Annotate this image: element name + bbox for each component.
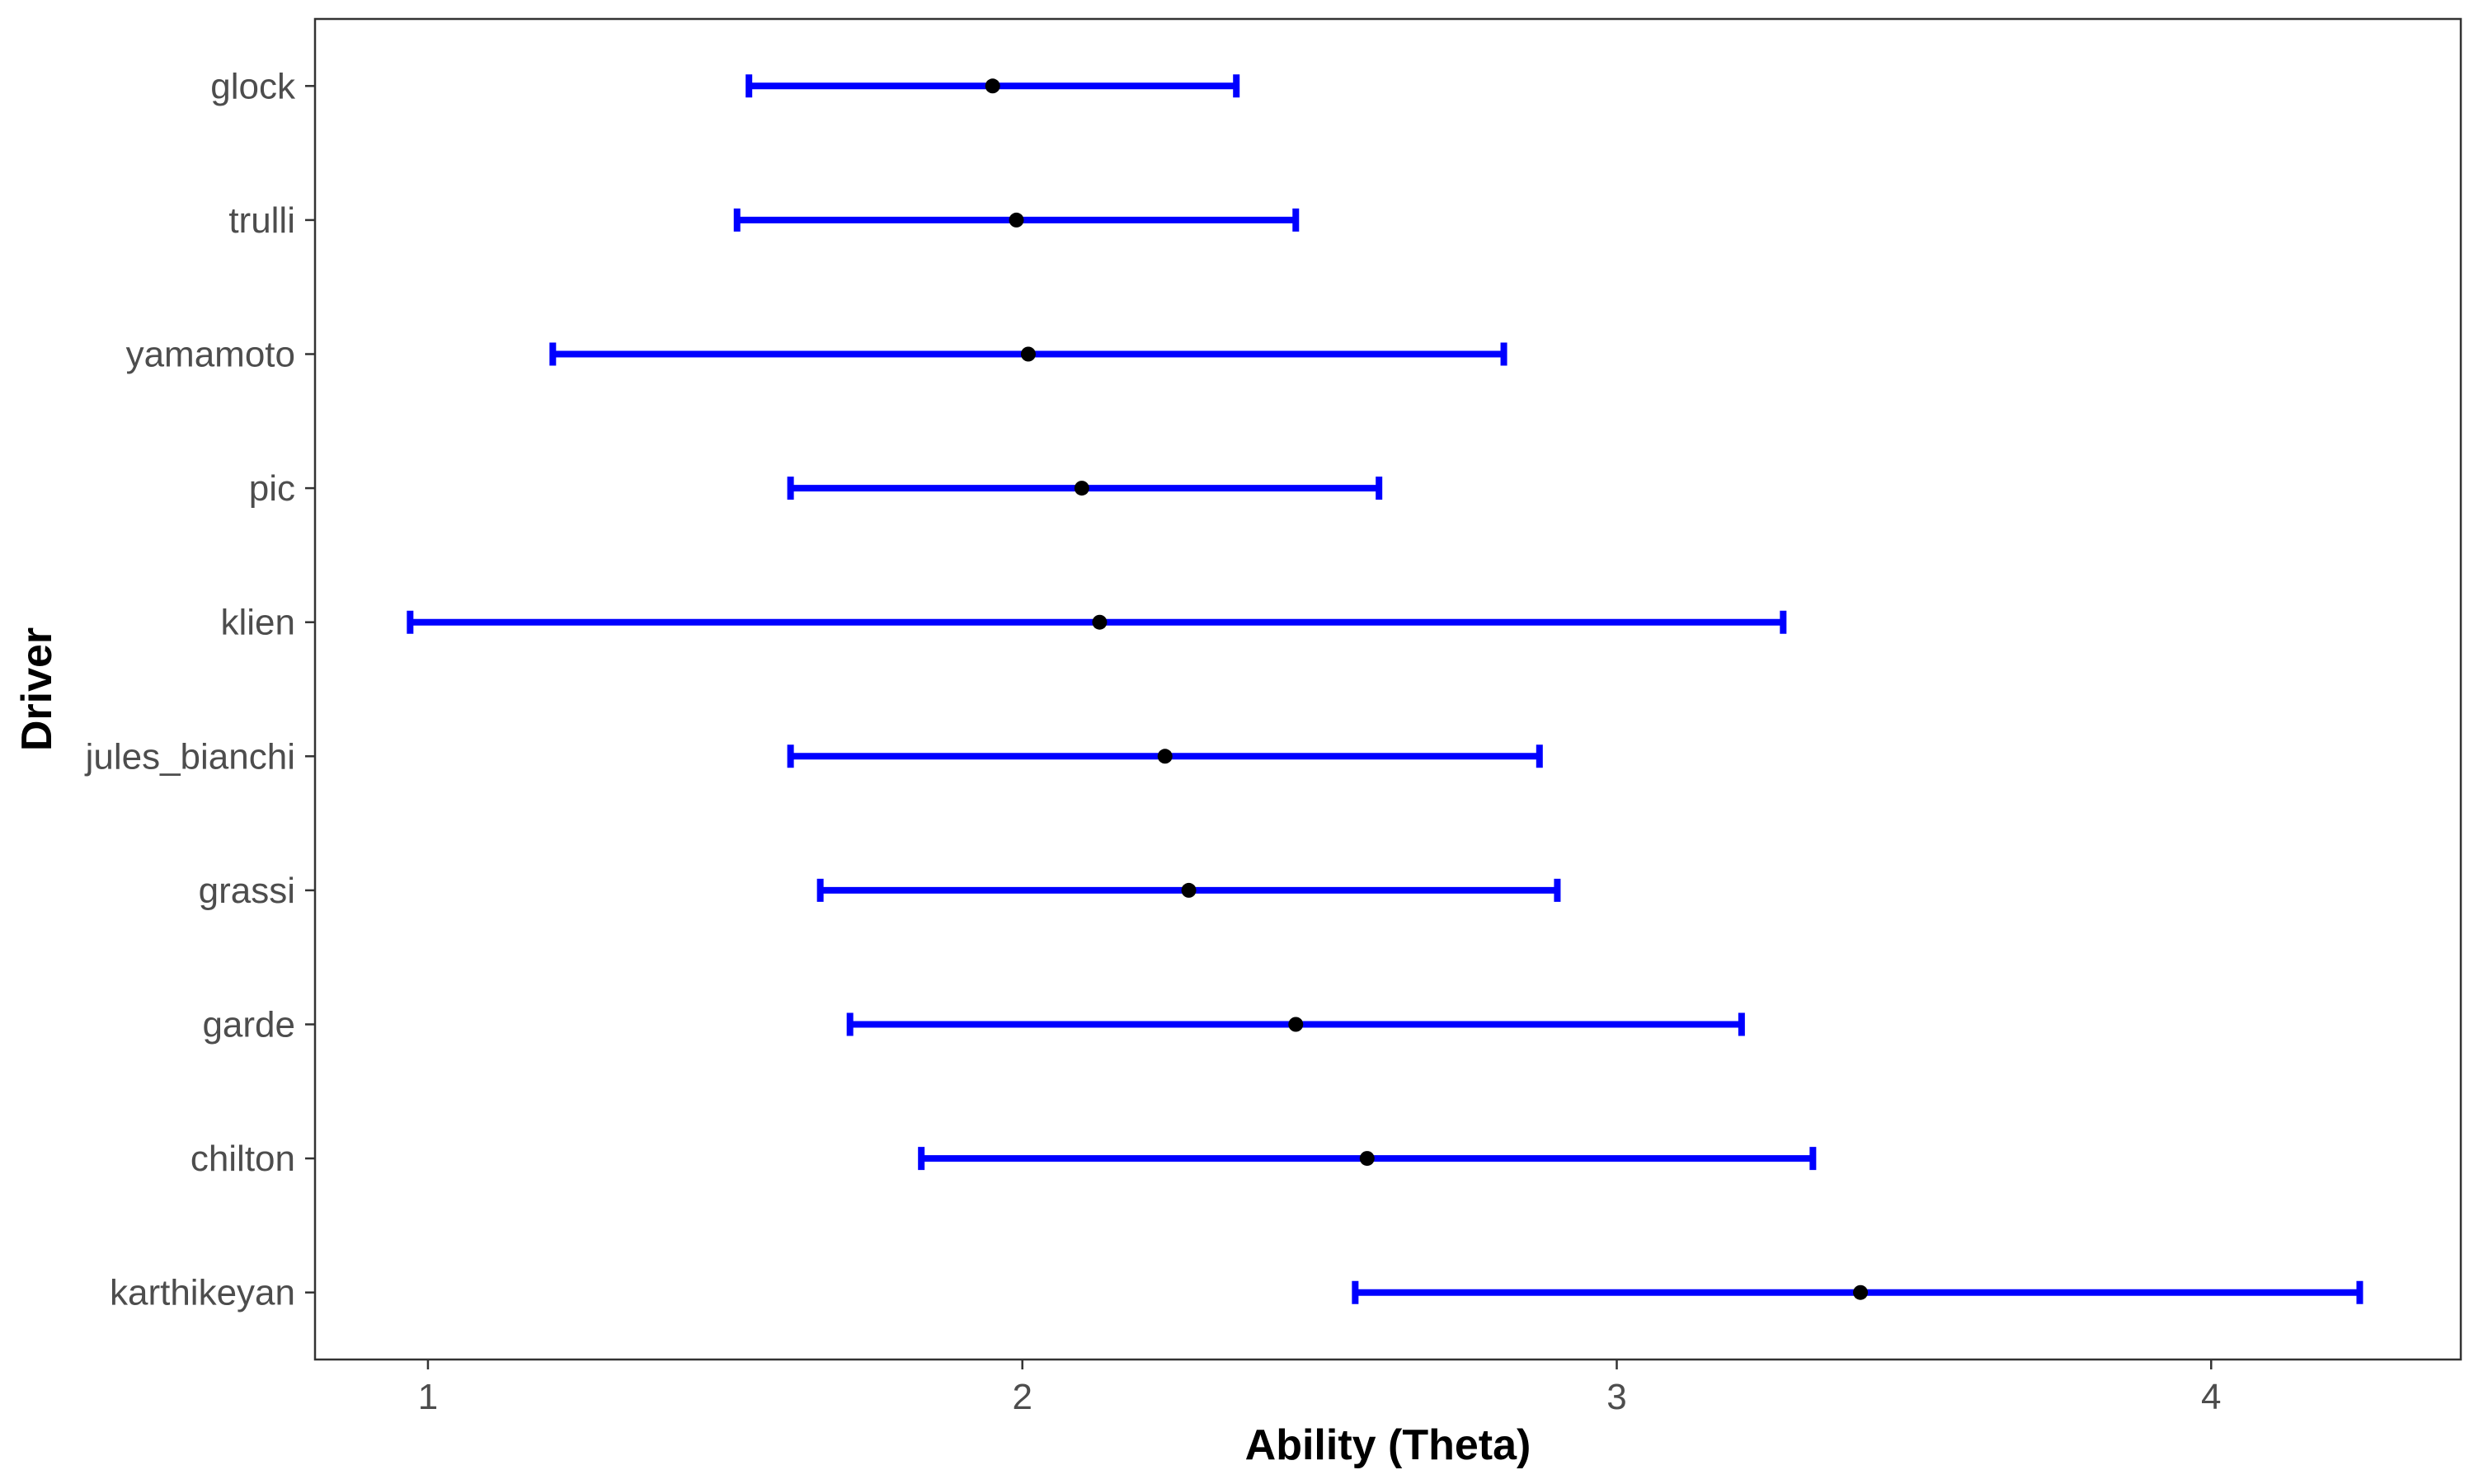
estimate-point <box>1157 749 1173 764</box>
estimate-point <box>1359 1151 1375 1167</box>
estimate-point <box>1853 1284 1869 1300</box>
x-tick-label: 3 <box>1606 1377 1626 1417</box>
estimate-point <box>1074 481 1089 496</box>
errorbar-yamamoto <box>549 342 1507 366</box>
chart-marks <box>407 74 2363 1304</box>
y-tick-label: yamamoto <box>126 335 295 375</box>
errorbar-karthikeyan <box>1352 1280 2363 1304</box>
errorbar-grassi <box>816 878 1561 902</box>
y-tick-label: garde <box>202 1005 295 1045</box>
y-tick-label: trulli <box>228 200 295 241</box>
y-tick-label: karthikeyan <box>110 1273 295 1313</box>
estimate-point <box>1181 882 1197 898</box>
errorbar-chilton <box>918 1147 1817 1171</box>
estimate-point <box>985 78 1000 94</box>
errorbar-trulli <box>733 208 1300 232</box>
estimate-point <box>1288 1017 1304 1032</box>
estimate-point <box>1009 212 1024 228</box>
errorbar-klien <box>407 610 1787 634</box>
y-tick-label: grassi <box>199 871 295 911</box>
y-axis-title: Driver <box>13 627 61 751</box>
y-tick-label: pic <box>249 468 295 509</box>
errorbar-garde <box>846 1012 1745 1036</box>
y-axis: glock trulli yamamoto pic klien jules_bianchi… <box>84 66 315 1313</box>
y-tick-label: glock <box>210 66 296 106</box>
x-tick-label: 4 <box>2201 1377 2221 1417</box>
estimate-point <box>1092 614 1108 630</box>
errorbar-jules_bianchi <box>787 744 1543 768</box>
x-tick-label: 1 <box>418 1377 438 1417</box>
plot-panel <box>313 17 2462 1361</box>
x-axis: 1 2 3 4 <box>418 1360 2222 1417</box>
y-tick-label: klien <box>221 603 296 643</box>
estimate-point <box>1020 346 1036 362</box>
x-axis-title: Ability (Theta) <box>1245 1421 1531 1469</box>
errorbar-pic <box>787 477 1383 500</box>
x-tick-label: 2 <box>1012 1377 1032 1417</box>
y-tick-label: chilton <box>190 1139 295 1179</box>
errorbar-glock <box>745 74 1240 98</box>
y-tick-label: jules_bianchi <box>84 736 295 777</box>
